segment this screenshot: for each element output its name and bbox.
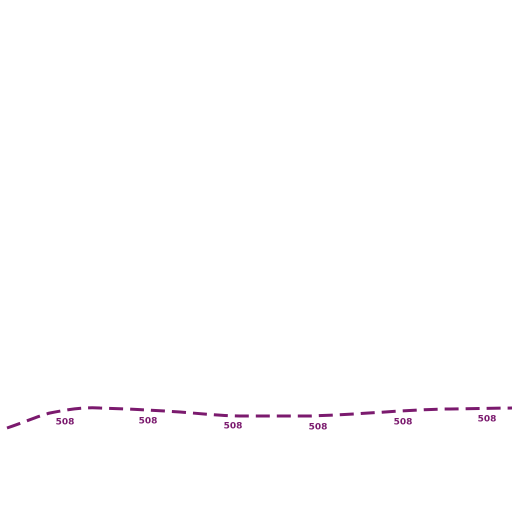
- route-label: 508: [139, 417, 158, 427]
- route-label: 508: [309, 423, 328, 433]
- route-label: 508: [394, 418, 413, 428]
- route-label: 508: [56, 418, 75, 428]
- route-label: 508: [224, 422, 243, 432]
- route-label: 508: [478, 415, 497, 425]
- route-line: [6, 406, 512, 430]
